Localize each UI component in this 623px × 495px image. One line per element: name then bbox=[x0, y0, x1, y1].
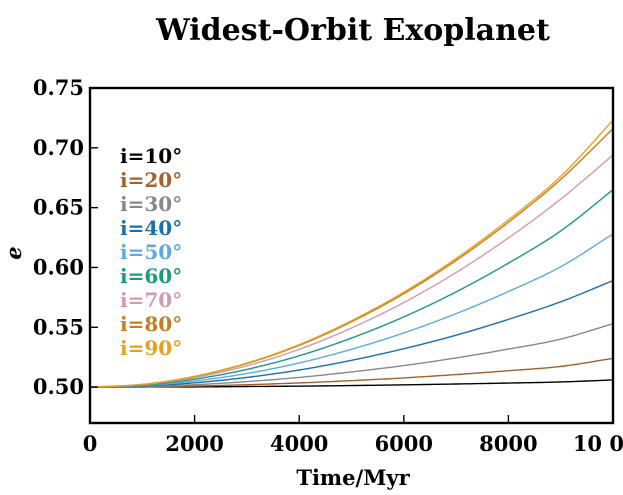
series-layer bbox=[89, 119, 614, 388]
legend-item-4: i=40° bbox=[120, 216, 182, 240]
x-tick-label: 10 000 bbox=[573, 431, 623, 456]
series-line-2 bbox=[89, 357, 614, 388]
y-tick-label: 0.50 bbox=[33, 374, 84, 399]
chart-title: Widest-Orbit Exoplanet bbox=[155, 13, 550, 48]
y-tick-label: 0.55 bbox=[33, 314, 84, 339]
series-line-9 bbox=[89, 119, 614, 388]
plot-frame bbox=[88, 86, 615, 425]
series-line-4 bbox=[89, 279, 614, 388]
legend-item-8: i=80° bbox=[120, 312, 182, 336]
legend-item-9: i=90° bbox=[120, 336, 182, 360]
series-line-5 bbox=[89, 233, 614, 388]
x-axis-label: Time/Myr bbox=[296, 465, 410, 490]
legend: i=10°i=20°i=30°i=40°i=50°i=60°i=70°i=80°… bbox=[120, 144, 182, 360]
y-tick-label: 0.65 bbox=[33, 195, 84, 220]
y-tick-label: 0.60 bbox=[33, 254, 84, 279]
y-tick-label: 0.70 bbox=[33, 135, 84, 160]
series-line-6 bbox=[89, 189, 614, 388]
x-tick-label: 0 bbox=[83, 431, 98, 456]
y-axis-label: e bbox=[1, 246, 26, 259]
series-line-3 bbox=[89, 323, 614, 388]
x-tick-label: 8000 bbox=[479, 431, 537, 456]
x-tick-label: 2000 bbox=[165, 431, 223, 456]
legend-item-7: i=70° bbox=[120, 288, 182, 312]
legend-item-6: i=60° bbox=[120, 264, 182, 288]
x-tick-label: 6000 bbox=[375, 431, 433, 456]
ticks-layer: 0 2000 4000 6000 8000 10 000 0.50 0.55 0.60 0.65 0… bbox=[33, 75, 623, 456]
legend-item-1: i=10° bbox=[120, 144, 182, 168]
legend-item-2: i=20° bbox=[120, 168, 182, 192]
y-tick-label: 0.75 bbox=[33, 75, 84, 100]
x-tick-label: 4000 bbox=[270, 431, 328, 456]
legend-item-5: i=50° bbox=[120, 240, 182, 264]
legend-item-3: i=30° bbox=[120, 192, 182, 216]
